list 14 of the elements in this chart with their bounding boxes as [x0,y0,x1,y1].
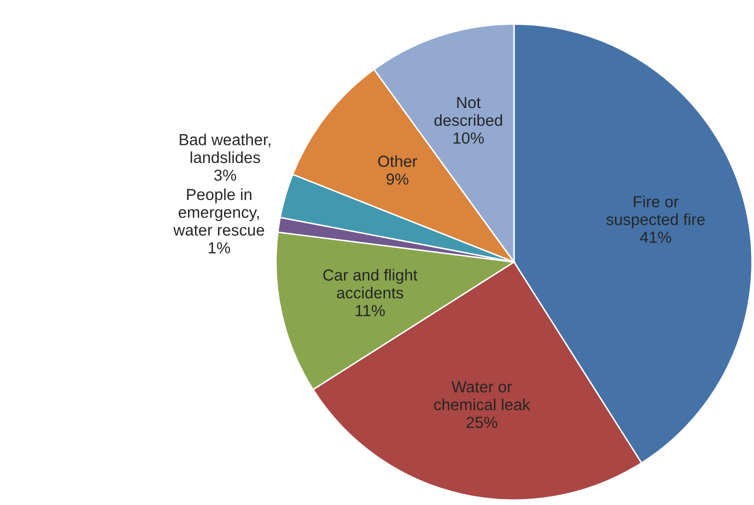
data-label: 3% [214,170,236,181]
data-label: 1% [208,242,230,254]
slice-label: Other [378,155,418,167]
data-label: 10% [454,132,484,144]
slice-label: Car and flight accidents [323,268,418,298]
slice-label: People in emergency, water rescue [173,188,264,236]
data-label: 41% [640,232,672,243]
slice-label: Bad weather, landslides [180,134,270,164]
slice-label: Not described [434,97,502,126]
slice-label: Water or chemical leak [434,381,530,410]
data-label: 11% [356,305,385,316]
data-label: 25% [466,416,498,428]
data-label: 9% [386,173,408,185]
slice-label: Fire or suspected fire [606,196,705,228]
